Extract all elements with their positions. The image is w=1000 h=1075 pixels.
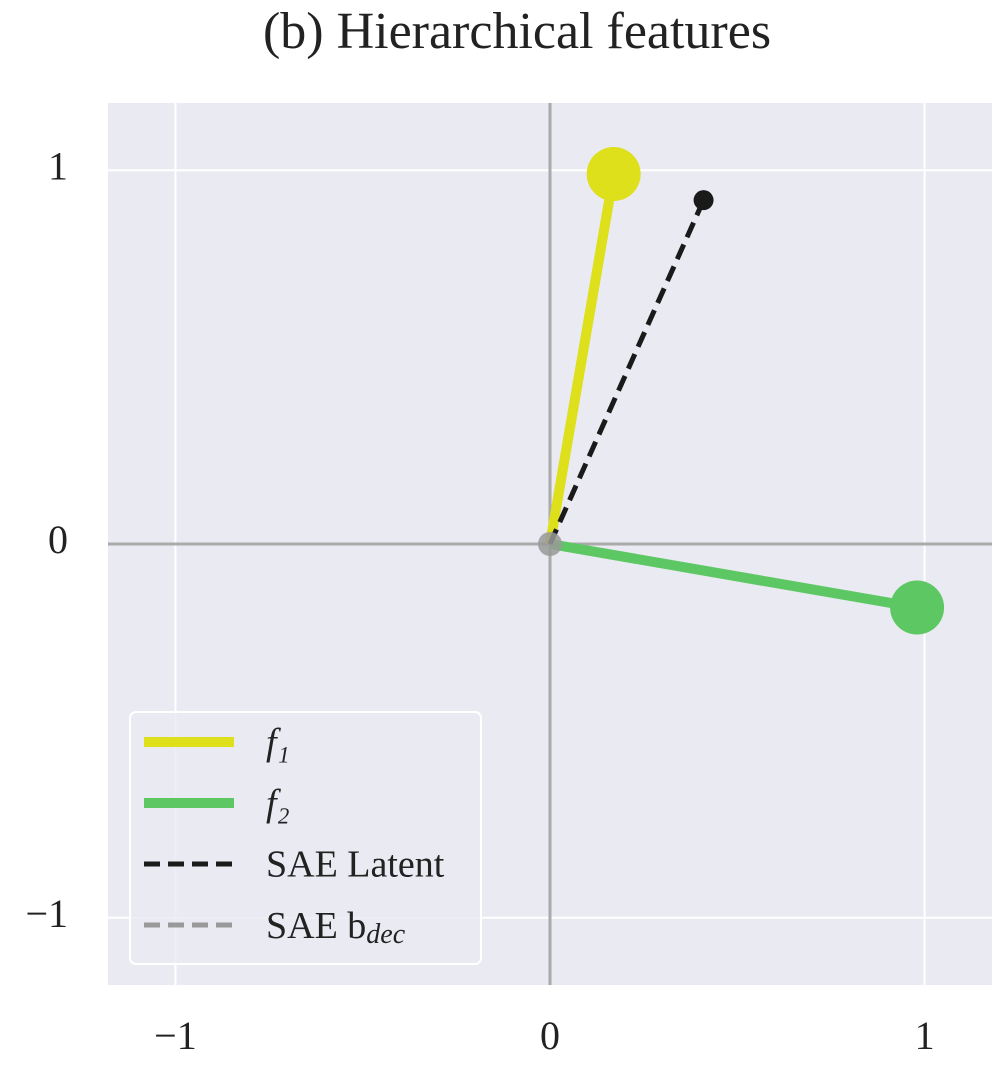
vector-line <box>547 199 706 546</box>
vector-tip <box>890 580 945 635</box>
x-tick-label: −1 <box>154 1013 197 1058</box>
vector-tip <box>538 532 562 556</box>
chart-title: (b) Hierarchical features <box>263 3 771 60</box>
x-tick-label: 0 <box>540 1013 560 1058</box>
vector-line <box>549 539 918 613</box>
vector-tip <box>586 147 641 202</box>
y-tick-label: −1 <box>25 891 68 936</box>
x-tick-label: 1 <box>915 1013 935 1058</box>
vector-tip <box>693 190 714 211</box>
legend-label: SAE Latent <box>266 844 445 886</box>
legend-label: f₂ <box>266 783 290 825</box>
legend-label: SAE bdec <box>266 905 406 951</box>
y-tick-label: 0 <box>48 517 68 562</box>
vector-line <box>545 173 619 545</box>
y-tick-label: 1 <box>48 143 68 188</box>
legend-label: f₁ <box>266 722 290 764</box>
legend-box <box>129 711 482 965</box>
legend: f₁ f₂ SAE Latent SAE bdec <box>129 711 482 965</box>
